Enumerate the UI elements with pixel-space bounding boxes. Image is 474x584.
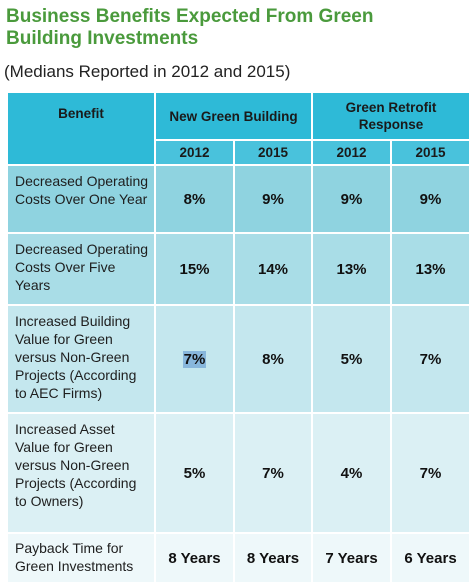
table-cell: 7%: [232, 412, 314, 534]
page-title: Business Benefits Expected From Green Bu…: [6, 6, 374, 49]
page-subtitle: (Medians Reported in 2012 and 2015): [4, 62, 291, 81]
table-cell: 4%: [311, 412, 393, 534]
table-cell: 7%: [390, 412, 472, 534]
table-cell: 15%: [154, 232, 235, 306]
table-cell: 5%: [154, 412, 235, 534]
row-label: Increased Asset Value for Green versus N…: [6, 412, 156, 534]
table-row: Increased Building Value for Green versu…: [6, 304, 472, 414]
table-cell: 8%: [154, 164, 235, 234]
row-label: Increased Building Value for Green versu…: [6, 304, 156, 414]
table-row: Decreased Operating Costs Over Five Year…: [6, 232, 472, 306]
table-cell: 8%: [232, 304, 314, 414]
benefits-table: Benefit New Green Building Green Retrofi…: [6, 91, 472, 584]
header-green-retrofit: Green Retrofit Response: [311, 91, 472, 141]
table-cell: 14%: [232, 232, 314, 306]
table-cell: 9%: [311, 164, 393, 234]
table-cell: 9%: [390, 164, 472, 234]
header-year: 2015: [232, 139, 314, 166]
table-row: Decreased Operating Costs Over One Year …: [6, 164, 472, 234]
table-cell: 5%: [311, 304, 393, 414]
row-label: Payback Time for Green Investments: [6, 532, 156, 584]
row-label: Decreased Operating Costs Over Five Year…: [6, 232, 156, 306]
header-benefit: Benefit: [6, 91, 156, 166]
header-year: 2012: [311, 139, 393, 166]
table-cell: 8 Years: [154, 532, 235, 584]
table-cell: 9%: [232, 164, 314, 234]
table-cell: 8 Years: [232, 532, 314, 584]
table-cell: 13%: [311, 232, 393, 306]
header-new-green-building: New Green Building: [153, 91, 314, 141]
row-label: Decreased Operating Costs Over One Year: [6, 164, 156, 234]
table-cell: 13%: [390, 232, 472, 306]
header-year: 2015: [390, 139, 472, 166]
table-row: Payback Time for Green Investments 8 Yea…: [6, 532, 472, 584]
header-year: 2012: [154, 139, 235, 166]
table-cell[interactable]: 7%: [154, 304, 235, 414]
table-cell: 7%: [390, 304, 472, 414]
selected-text[interactable]: 7%: [182, 350, 207, 368]
table-row: Increased Asset Value for Green versus N…: [6, 412, 472, 534]
table-cell: 7 Years: [311, 532, 393, 584]
table-cell: 6 Years: [390, 532, 472, 584]
